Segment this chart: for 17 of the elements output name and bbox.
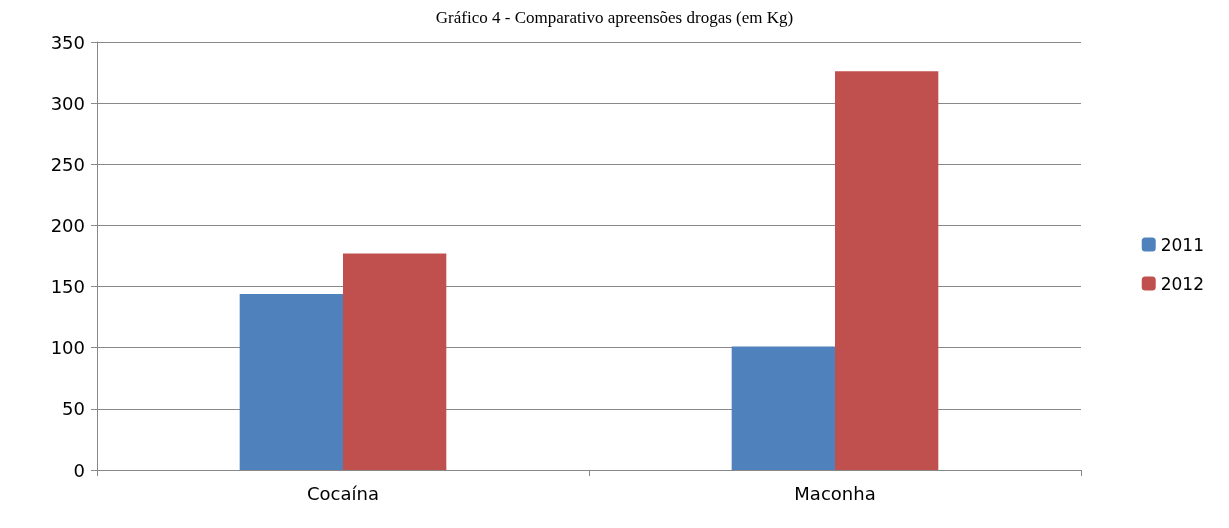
y-tick-label: 300 xyxy=(50,92,85,114)
x-tick-label: Cocaína xyxy=(307,482,379,504)
y-tick-label: 100 xyxy=(50,337,85,359)
chart-title: Gráfico 4 - Comparativo apreensões drogas (em Kg) xyxy=(435,8,794,27)
x-tick-label: Maconha xyxy=(794,482,876,504)
y-tick-label: 250 xyxy=(50,153,85,175)
bar xyxy=(343,253,447,470)
y-tick-label: 50 xyxy=(62,398,85,420)
bar xyxy=(731,346,835,470)
y-tick-label: 150 xyxy=(50,276,85,298)
y-tick-label: 350 xyxy=(50,31,85,53)
bar xyxy=(239,293,343,470)
legend-label: 2012 xyxy=(1160,273,1204,294)
legend-label: 2011 xyxy=(1160,234,1204,255)
y-tick-label: 200 xyxy=(50,214,85,236)
y-tick-label: 0 xyxy=(73,459,85,481)
bar xyxy=(835,71,939,470)
